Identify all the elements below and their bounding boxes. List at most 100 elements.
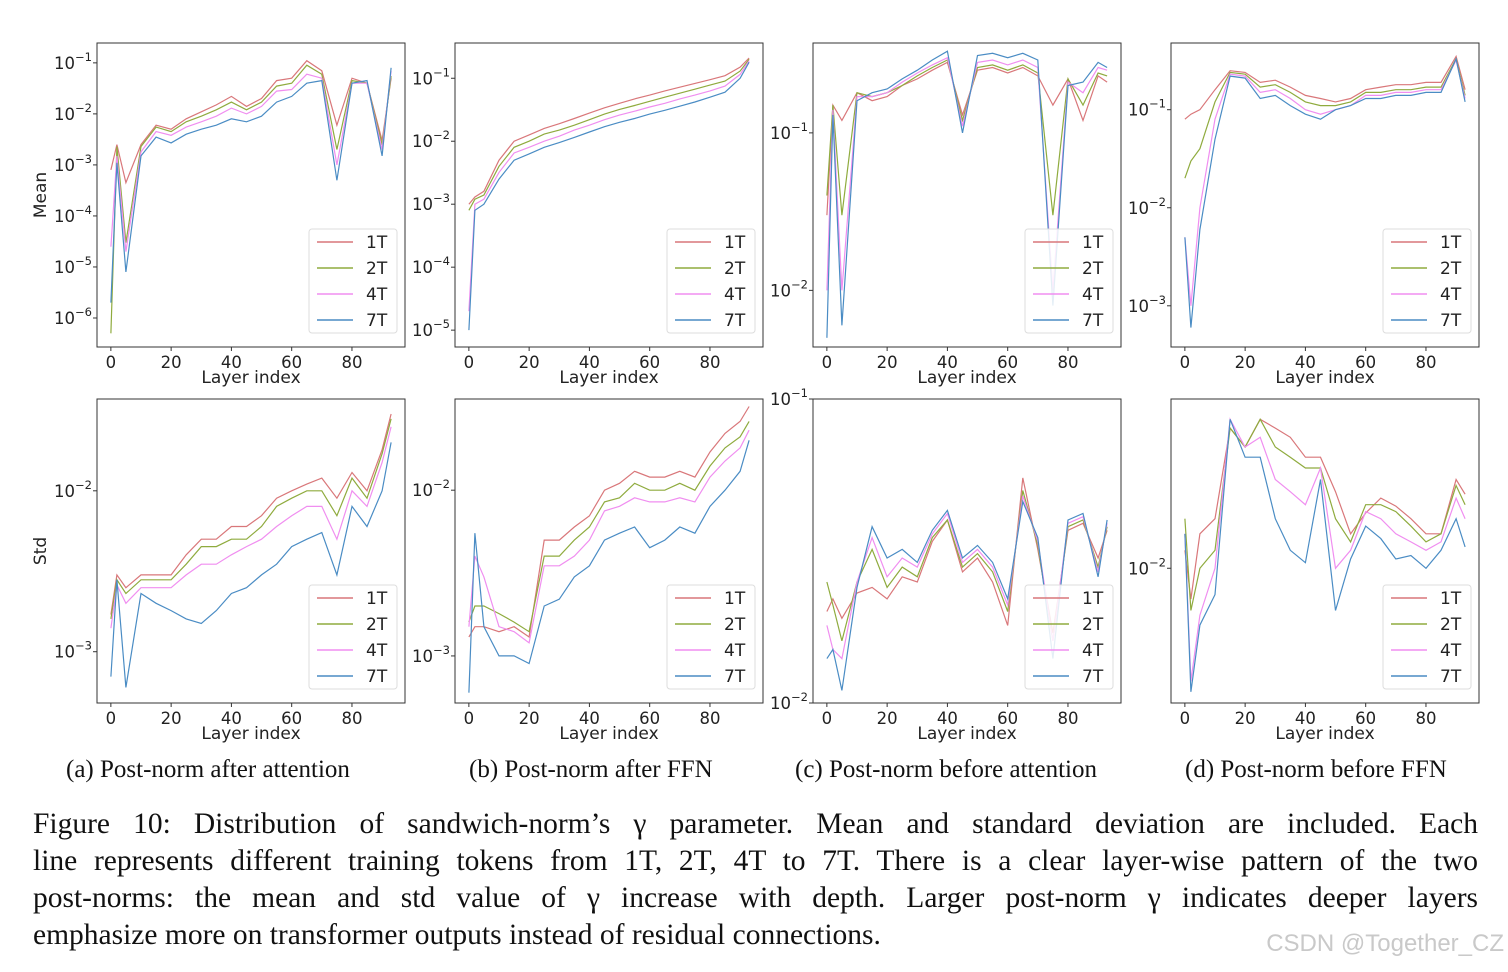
legend-label-7T: 7T	[724, 667, 746, 687]
y-tick-label: 10−2	[770, 690, 808, 713]
x-tick-label: 60	[639, 709, 660, 728]
series-line-2T	[1184, 57, 1466, 179]
legend: 1T 2T 4T 7T	[1382, 584, 1472, 690]
x-tick-label: 20	[519, 353, 540, 372]
x-tick-label: 0	[464, 709, 475, 728]
tick-base: 10	[54, 482, 75, 501]
x-tick-label: 0	[1180, 709, 1191, 728]
y-tick-label: 10−1	[412, 65, 450, 88]
tick-exponent: −2	[433, 128, 450, 142]
tick-base: 10	[412, 647, 433, 666]
tick-exponent: −1	[75, 50, 92, 64]
y-tick-label: 10−2	[412, 128, 450, 151]
caption-line-1: Figure 10: Distribution of sandwich-norm…	[33, 808, 1478, 840]
tick-exponent: −4	[75, 203, 92, 217]
legend-label-1T: 1T	[1082, 589, 1104, 609]
panel-d-std: 0 20 40 60 80 10−2 Layer index 1T 2T 4T 7T	[1128, 398, 1480, 744]
legend-label-7T: 7T	[724, 311, 746, 331]
legend: 1T 2T 4T 7T	[1024, 228, 1114, 334]
x-tick-label: 60	[997, 353, 1018, 372]
legend-box	[1024, 228, 1114, 334]
plot-frame	[454, 398, 764, 704]
legend-box	[666, 584, 756, 690]
x-tick-label: 80	[341, 353, 362, 372]
x-tick-label: 20	[519, 709, 540, 728]
y-tick-label: 10−3	[54, 152, 92, 175]
legend-label-1T: 1T	[1082, 233, 1104, 253]
series-line-7T	[1184, 56, 1466, 328]
x-tick-label: 80	[341, 709, 362, 728]
tick-base: 10	[54, 156, 75, 175]
legend-label-4T: 4T	[1440, 285, 1462, 305]
plot-frame	[812, 398, 1122, 704]
x-tick-label: 40	[937, 709, 958, 728]
legend-label-4T: 4T	[1440, 641, 1462, 661]
plot-frame	[96, 398, 406, 704]
tick-exponent: −2	[1149, 195, 1166, 209]
tick-base: 10	[412, 132, 433, 151]
x-tick-label: 0	[822, 709, 833, 728]
x-axis-label: Layer index	[559, 368, 658, 388]
series-line-7T	[826, 50, 1108, 338]
legend-box	[308, 228, 398, 334]
tick-exponent: −3	[433, 643, 450, 657]
y-tick-label: 10−5	[412, 317, 450, 340]
tick-exponent: −3	[75, 152, 92, 166]
x-axis-label: Layer index	[201, 724, 300, 744]
tick-base: 10	[54, 207, 75, 226]
caption-line-4: emphasize more on transformer outputs in…	[33, 919, 881, 951]
y-tick-label: 10−1	[770, 120, 808, 143]
series-line-2T	[826, 59, 1108, 216]
subcaption-b: (b) Post-norm after FFN	[469, 756, 713, 783]
legend-label-2T: 2T	[1082, 259, 1104, 279]
x-tick-label: 60	[1355, 353, 1376, 372]
series-line-2T	[468, 421, 750, 633]
x-tick-label: 40	[937, 353, 958, 372]
plot-frame	[812, 42, 1122, 348]
legend-label-1T: 1T	[724, 233, 746, 253]
series-line-7T	[468, 61, 750, 331]
tick-base: 10	[54, 309, 75, 328]
series-line-7T	[110, 442, 392, 688]
x-tick-label: 60	[997, 709, 1018, 728]
tick-exponent: −5	[433, 317, 450, 331]
x-tick-label: 20	[1235, 709, 1256, 728]
legend: 1T 2T 4T 7T	[666, 584, 756, 690]
tick-base: 10	[770, 281, 791, 300]
series-line-1T	[110, 59, 392, 185]
tick-exponent: −2	[791, 690, 808, 704]
legend-box	[666, 228, 756, 334]
watermark: CSDN @Together_CZ	[1266, 930, 1504, 957]
legend: 1T 2T 4T 7T	[308, 228, 398, 334]
legend-label-2T: 2T	[366, 259, 388, 279]
plot-frame	[454, 42, 764, 348]
legend-label-1T: 1T	[1440, 233, 1462, 253]
tick-exponent: −3	[1149, 293, 1166, 307]
x-tick-label: 20	[161, 709, 182, 728]
x-axis-label: Layer index	[917, 368, 1016, 388]
tick-exponent: −2	[433, 477, 450, 491]
x-tick-label: 0	[106, 709, 117, 728]
tick-exponent: −2	[791, 277, 808, 291]
x-tick-label: 80	[1057, 709, 1078, 728]
caption-line-3: post-norms: the mean and std value of γ …	[33, 882, 1478, 914]
tick-base: 10	[1128, 559, 1149, 578]
tick-exponent: −1	[791, 120, 808, 134]
tick-exponent: −1	[791, 386, 808, 400]
x-tick-label: 80	[1057, 353, 1078, 372]
y-tick-label: 10−2	[54, 101, 92, 124]
tick-base: 10	[412, 481, 433, 500]
x-tick-label: 0	[106, 353, 117, 372]
tick-base: 10	[412, 69, 433, 88]
legend-label-4T: 4T	[724, 641, 746, 661]
legend: 1T 2T 4T 7T	[666, 228, 756, 334]
tick-base: 10	[412, 195, 433, 214]
y-tick-label: 10−6	[54, 305, 92, 328]
legend-label-7T: 7T	[366, 311, 388, 331]
